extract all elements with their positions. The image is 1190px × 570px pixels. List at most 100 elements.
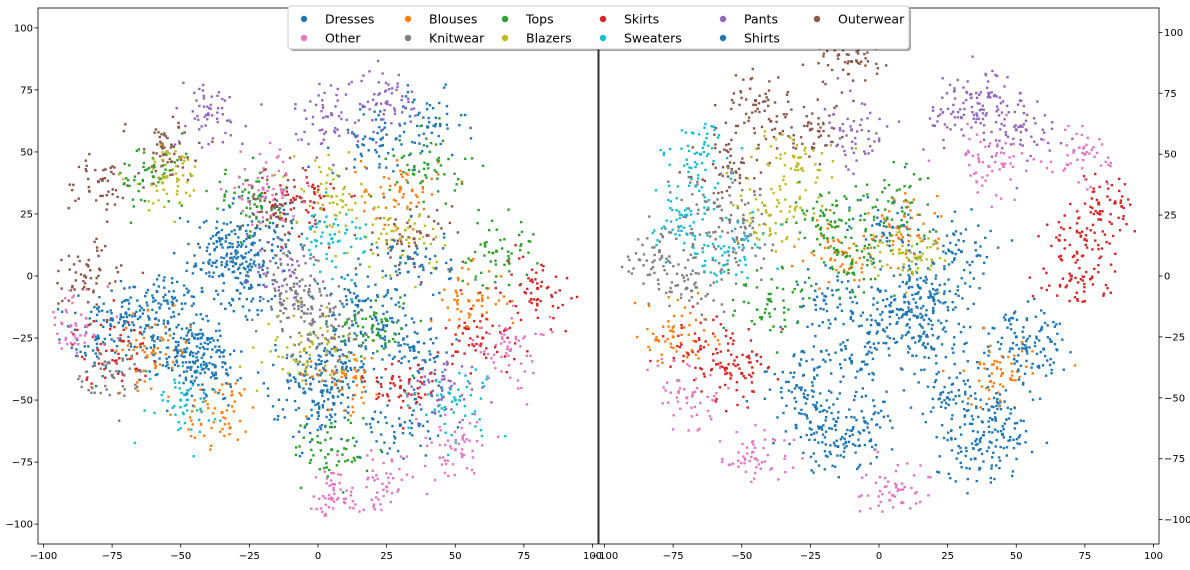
- scatter-point: [916, 292, 919, 295]
- scatter-point: [822, 298, 826, 302]
- scatter-point: [222, 355, 225, 358]
- scatter-point: [304, 284, 307, 288]
- scatter-point: [332, 325, 335, 329]
- scatter-point: [101, 177, 105, 181]
- scatter-point: [343, 288, 346, 291]
- scatter-point: [401, 431, 405, 435]
- scatter-point: [438, 380, 441, 384]
- scatter-point: [288, 201, 292, 205]
- scatter-point: [448, 270, 452, 273]
- scatter-point: [508, 341, 511, 344]
- scatter-point: [334, 329, 337, 333]
- scatter-point: [994, 417, 997, 421]
- scatter-point: [901, 334, 904, 337]
- scatter-point: [903, 215, 906, 218]
- scatter-point: [224, 307, 227, 311]
- scatter-point: [281, 196, 284, 200]
- scatter-point: [131, 321, 134, 324]
- scatter-point: [134, 383, 137, 387]
- scatter-point: [860, 395, 864, 398]
- scatter-point: [313, 213, 317, 217]
- scatter-point: [881, 190, 884, 194]
- scatter-point: [278, 218, 282, 221]
- scatter-point: [331, 507, 335, 510]
- scatter-point: [359, 308, 363, 311]
- scatter-point: [443, 405, 446, 409]
- scatter-point: [320, 371, 323, 375]
- scatter-point: [201, 89, 205, 92]
- scatter-point: [321, 394, 324, 398]
- scatter-point: [284, 243, 287, 246]
- scatter-point: [880, 214, 884, 217]
- scatter-point: [319, 355, 322, 358]
- scatter-point: [281, 355, 284, 359]
- scatter-point: [403, 355, 406, 358]
- scatter-point: [291, 303, 295, 307]
- scatter-point: [173, 296, 177, 299]
- scatter-point: [174, 345, 178, 349]
- scatter-point: [963, 423, 967, 426]
- scatter-point: [239, 150, 242, 153]
- scatter-point: [381, 304, 384, 308]
- scatter-point: [314, 362, 318, 365]
- scatter-point: [240, 254, 243, 257]
- scatter-point: [178, 387, 182, 390]
- scatter-point: [375, 440, 378, 443]
- scatter-point: [210, 95, 213, 98]
- scatter-point: [405, 455, 408, 458]
- scatter-point: [198, 430, 202, 434]
- scatter-point: [126, 178, 130, 182]
- scatter-point: [361, 365, 364, 369]
- scatter-point: [236, 268, 240, 271]
- scatter-point: [182, 370, 186, 374]
- scatter-point: [795, 384, 799, 388]
- scatter-point: [277, 236, 280, 240]
- scatter-point: [238, 175, 241, 178]
- scatter-point: [443, 288, 446, 291]
- scatter-point: [878, 260, 882, 263]
- scatter-point: [316, 201, 320, 205]
- scatter-point: [164, 332, 168, 335]
- scatter-point: [356, 305, 360, 308]
- scatter-point: [418, 265, 422, 268]
- scatter-point: [211, 140, 214, 143]
- scatter-point: [321, 494, 325, 498]
- scatter-point: [467, 257, 470, 260]
- scatter-point: [500, 336, 504, 339]
- scatter-point: [191, 334, 194, 338]
- scatter-point: [384, 294, 388, 297]
- scatter-point: [375, 312, 378, 315]
- scatter-point: [315, 507, 318, 511]
- scatter-point: [106, 361, 109, 365]
- scatter-point: [934, 230, 938, 233]
- scatter-point: [430, 177, 433, 181]
- scatter-point: [519, 345, 522, 348]
- scatter-point: [326, 342, 329, 346]
- scatter-point: [454, 438, 457, 442]
- scatter-point: [431, 389, 434, 392]
- scatter-point: [359, 345, 363, 348]
- scatter-point: [510, 252, 513, 255]
- scatter-point: [398, 124, 402, 127]
- scatter-point: [217, 275, 221, 278]
- scatter-point: [1005, 454, 1009, 457]
- scatter-point: [394, 288, 397, 291]
- scatter-point: [654, 339, 658, 342]
- scatter-point: [324, 379, 327, 383]
- scatter-point: [325, 215, 328, 218]
- scatter-point: [425, 413, 428, 417]
- scatter-point: [843, 358, 847, 361]
- scatter-point: [879, 268, 882, 271]
- scatter-point: [999, 445, 1002, 449]
- scatter-point: [323, 496, 327, 500]
- scatter-point: [412, 376, 416, 380]
- scatter-point: [1002, 446, 1005, 450]
- scatter-point: [995, 366, 999, 369]
- scatter-point: [862, 256, 866, 259]
- scatter-point: [438, 291, 441, 295]
- scatter-point: [319, 507, 323, 510]
- scatter-point: [835, 204, 839, 207]
- scatter-point: [97, 357, 100, 360]
- scatter-point: [157, 131, 160, 134]
- scatter-point: [863, 443, 867, 447]
